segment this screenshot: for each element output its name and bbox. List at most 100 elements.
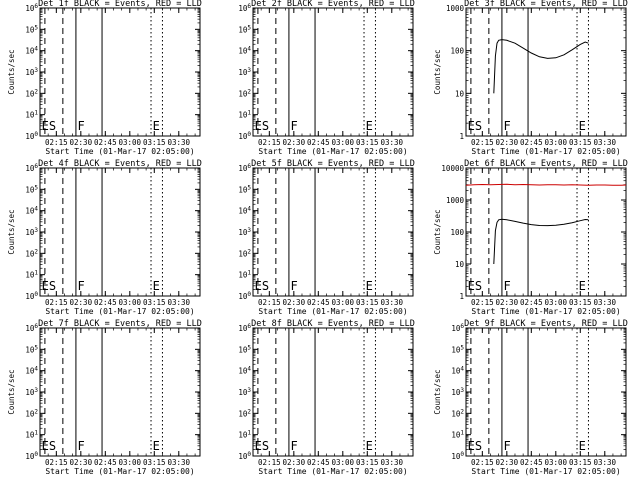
y-tick-label: 103 [238, 387, 251, 397]
y-tick-exponent: 1 [460, 430, 464, 437]
x-tick-label: 03:30 [167, 298, 190, 307]
y-tick-label: 101 [238, 430, 251, 440]
marker-annotation: F [504, 439, 511, 453]
marker-annotation: E [366, 279, 373, 293]
x-tick-label: 03:15 [569, 138, 592, 147]
x-tick-label: 02:45 [520, 298, 543, 307]
x-axis-label: Start Time (01-Mar-17 02:05:00) [471, 307, 620, 316]
y-tick-label: 106 [238, 163, 251, 173]
marker-annotation: E [153, 439, 160, 453]
y-tick-label: 106 [25, 163, 38, 173]
y-tick-exponent: 6 [247, 3, 251, 10]
y-tick-label: 100 [238, 291, 251, 301]
x-tick-label: 03:00 [119, 138, 142, 147]
x-axis-label: Start Time (01-Mar-17 02:05:00) [258, 147, 407, 156]
y-tick-exponent: 0 [247, 451, 251, 458]
x-tick-label: 02:15 [45, 458, 68, 467]
x-tick-label: 03:00 [332, 458, 355, 467]
x-tick-label: 03:30 [380, 458, 403, 467]
x-tick-label: 03:00 [545, 458, 568, 467]
marker-annotation: ES [468, 119, 482, 133]
x-tick-label: 02:30 [496, 458, 519, 467]
y-tick-label: 103 [25, 227, 38, 237]
y-tick-label: 103 [25, 67, 38, 77]
y-tick-label: 105 [238, 344, 251, 354]
x-tick-label: 02:30 [496, 138, 519, 147]
x-tick-label: 03:15 [143, 298, 166, 307]
y-tick-exponent: 0 [34, 451, 38, 458]
y-tick-label: 106 [25, 323, 38, 333]
marker-annotation: E [366, 119, 373, 133]
y-tick-exponent: 2 [247, 88, 251, 95]
y-axis-label: Counts/sec [433, 49, 442, 94]
x-tick-label: 02:45 [520, 458, 543, 467]
y-tick-label: 1 [459, 292, 464, 301]
y-tick-label: 102 [25, 248, 38, 258]
chart-title: Det 9f BLACK = Events, RED = LLD [464, 319, 628, 329]
x-tick-label: 02:15 [258, 458, 281, 467]
x-tick-label: 02:30 [283, 458, 306, 467]
y-tick-exponent: 2 [247, 408, 251, 415]
x-tick-label: 03:15 [143, 138, 166, 147]
y-tick-exponent: 3 [34, 227, 38, 234]
y-tick-exponent: 0 [460, 451, 464, 458]
y-tick-label: 100 [450, 47, 464, 56]
x-tick-label: 03:30 [593, 138, 616, 147]
y-tick-label: 101 [25, 270, 38, 280]
x-tick-label: 03:15 [569, 298, 592, 307]
y-tick-label: 101 [238, 110, 251, 120]
y-tick-exponent: 2 [460, 408, 464, 415]
y-tick-exponent: 3 [34, 67, 38, 74]
marker-annotation: ES [42, 279, 56, 293]
y-tick-exponent: 4 [460, 366, 464, 373]
y-tick-label: 100 [25, 291, 38, 301]
y-axis-label: Counts/sec [7, 49, 16, 94]
y-tick-exponent: 6 [34, 163, 38, 170]
x-axis-label: Start Time (01-Mar-17 02:05:00) [45, 147, 194, 156]
x-tick-label: 03:00 [545, 298, 568, 307]
plot-frame [39, 167, 201, 297]
y-tick-label: 100 [25, 451, 38, 461]
plot-frame [252, 7, 414, 137]
y-tick-exponent: 3 [460, 387, 464, 394]
y-tick-label: 102 [238, 408, 251, 418]
chart-title: Det 1f BLACK = Events, RED = LLD [38, 0, 202, 9]
series-line [493, 39, 589, 94]
x-tick-label: 02:45 [307, 458, 330, 467]
y-tick-exponent: 2 [34, 408, 38, 415]
y-tick-exponent: 0 [247, 291, 251, 298]
marker-annotation: ES [255, 119, 269, 133]
y-tick-label: 105 [25, 24, 38, 34]
x-tick-label: 03:00 [332, 298, 355, 307]
y-tick-exponent: 6 [34, 3, 38, 10]
marker-annotation: ES [468, 439, 482, 453]
y-tick-label: 103 [238, 227, 251, 237]
marker-annotation: F [78, 119, 85, 133]
y-tick-exponent: 5 [247, 184, 251, 191]
chart-panel: Det 1f BLACK = Events, RED = LLD10010110… [7, 0, 202, 156]
y-tick-label: 106 [238, 3, 251, 13]
y-tick-exponent: 2 [247, 248, 251, 255]
marker-annotation: ES [42, 439, 56, 453]
x-tick-label: 02:30 [283, 298, 306, 307]
x-tick-label: 03:00 [332, 138, 355, 147]
chart-panel: Det 4f BLACK = Events, RED = LLD10010110… [7, 159, 202, 316]
marker-annotation: E [579, 119, 586, 133]
y-tick-label: 103 [25, 387, 38, 397]
x-tick-label: 02:15 [45, 298, 68, 307]
x-tick-label: 02:15 [258, 298, 281, 307]
x-axis-label: Start Time (01-Mar-17 02:05:00) [258, 467, 407, 476]
chart-panel: Det 7f BLACK = Events, RED = LLD10010110… [7, 319, 202, 476]
x-tick-label: 02:15 [258, 138, 281, 147]
y-tick-label: 103 [238, 67, 251, 77]
chart-panel: Det 2f BLACK = Events, RED = LLD10010110… [238, 0, 415, 156]
y-tick-exponent: 1 [34, 110, 38, 117]
marker-annotation: F [291, 279, 298, 293]
x-tick-label: 03:15 [569, 458, 592, 467]
x-tick-label: 03:30 [593, 298, 616, 307]
chart-panel: Det 9f BLACK = Events, RED = LLD10010110… [433, 319, 628, 476]
y-tick-label: 103 [451, 387, 464, 397]
marker-annotation: ES [255, 279, 269, 293]
marker-annotation: E [153, 279, 160, 293]
marker-annotation: ES [255, 439, 269, 453]
